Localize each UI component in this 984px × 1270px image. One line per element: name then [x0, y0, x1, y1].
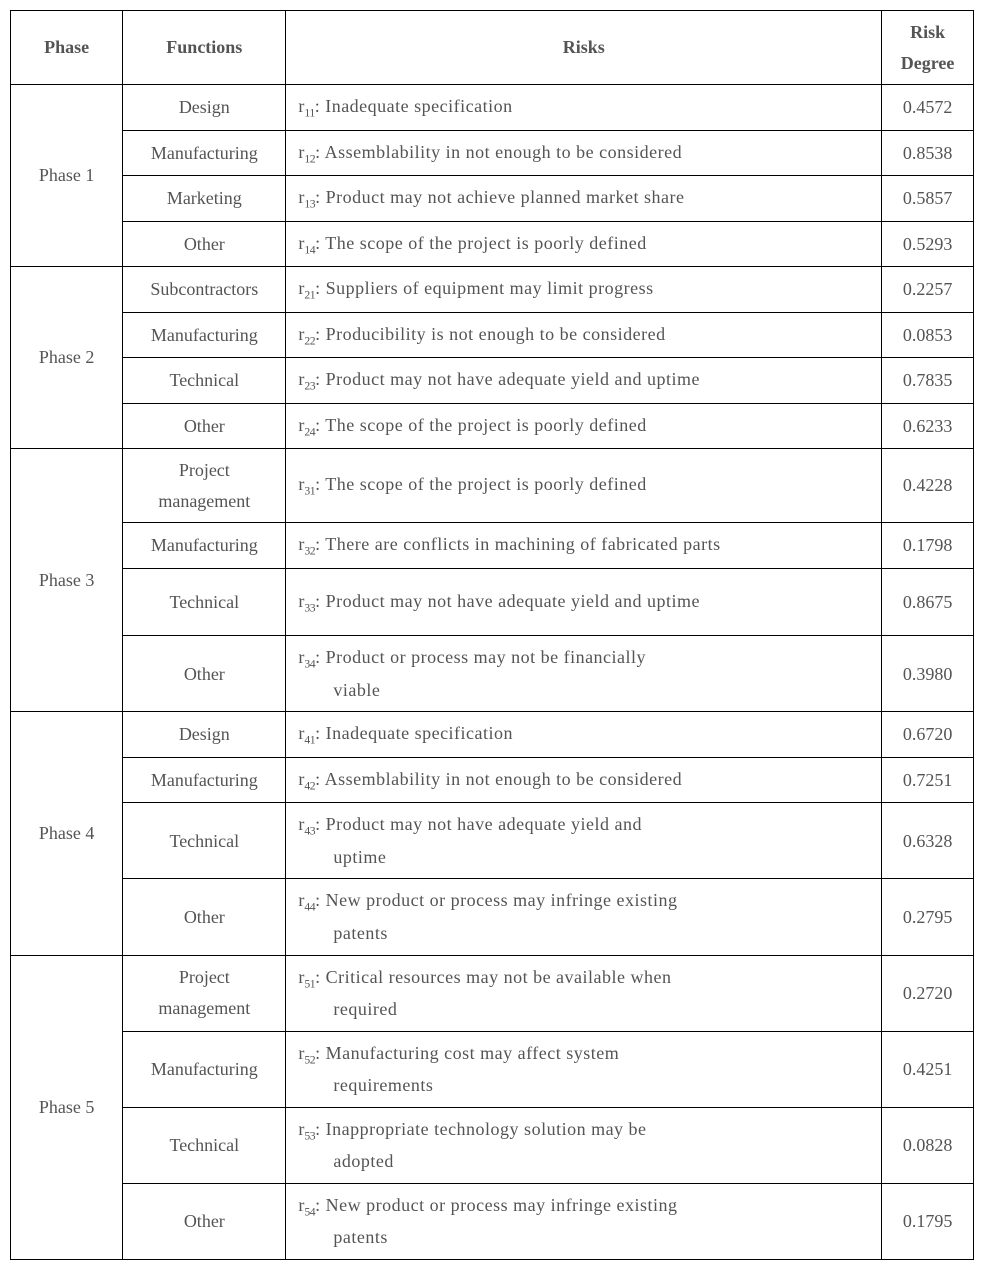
header-row: Phase Functions Risks Risk Degree [11, 11, 974, 85]
table-row: Other r24: The scope of the project is p… [11, 403, 974, 448]
table-row: Phase 5 Projectmanagement r51: Critical … [11, 955, 974, 1031]
degree-cell: 0.2720 [882, 955, 974, 1031]
risk-cell: r41: Inadequate specification [286, 712, 882, 757]
table-row: Technical r43: Product may not have adeq… [11, 803, 974, 879]
degree-cell: 0.5293 [882, 221, 974, 266]
degree-cell: 0.1795 [882, 1183, 974, 1259]
phase-label: Phase 1 [11, 85, 123, 267]
risk-cell: r31: The scope of the project is poorly … [286, 449, 882, 523]
risk-cell: r54: New product or process may infringe… [286, 1183, 882, 1259]
degree-cell: 0.8675 [882, 568, 974, 636]
function-cell: Manufacturing [123, 130, 286, 175]
table-row: Manufacturing r12: Assemblability in not… [11, 130, 974, 175]
table-row: Manufacturing r42: Assemblability in not… [11, 757, 974, 802]
degree-cell: 0.4572 [882, 85, 974, 130]
function-cell: Other [123, 1183, 286, 1259]
degree-cell: 0.4251 [882, 1031, 974, 1107]
risk-cell: r21: Suppliers of equipment may limit pr… [286, 267, 882, 312]
degree-cell: 0.7251 [882, 757, 974, 802]
degree-cell: 0.1798 [882, 523, 974, 568]
table-row: Other r14: The scope of the project is p… [11, 221, 974, 266]
header-phase: Phase [11, 11, 123, 85]
header-risks: Risks [286, 11, 882, 85]
function-cell: Technical [123, 568, 286, 636]
function-cell: Projectmanagement [123, 449, 286, 523]
degree-cell: 0.0853 [882, 312, 974, 357]
function-cell: Manufacturing [123, 1031, 286, 1107]
function-cell: Design [123, 712, 286, 757]
degree-cell: 0.4228 [882, 449, 974, 523]
degree-cell: 0.8538 [882, 130, 974, 175]
table-row: Marketing r13: Product may not achieve p… [11, 176, 974, 221]
function-cell: Marketing [123, 176, 286, 221]
function-cell: Manufacturing [123, 523, 286, 568]
function-cell: Technical [123, 803, 286, 879]
degree-cell: 0.3980 [882, 636, 974, 712]
function-cell: Manufacturing [123, 757, 286, 802]
degree-cell: 0.6233 [882, 403, 974, 448]
header-risk-degree: Risk Degree [882, 11, 974, 85]
degree-cell: 0.6328 [882, 803, 974, 879]
table-row: Phase 1 Design r11: Inadequate specifica… [11, 85, 974, 130]
risk-cell: r53: Inappropriate technology solution m… [286, 1107, 882, 1183]
table-row: Other r34: Product or process may not be… [11, 636, 974, 712]
table-row: Other r44: New product or process may in… [11, 879, 974, 955]
risk-cell: r52: Manufacturing cost may affect syste… [286, 1031, 882, 1107]
risk-table: Phase Functions Risks Risk Degree Phase … [10, 10, 974, 1260]
risk-cell: r34: Product or process may not be finan… [286, 636, 882, 712]
risk-cell: r24: The scope of the project is poorly … [286, 403, 882, 448]
risk-cell: r33: Product may not have adequate yield… [286, 568, 882, 636]
function-cell: Other [123, 879, 286, 955]
degree-cell: 0.2795 [882, 879, 974, 955]
function-cell: Other [123, 221, 286, 266]
degree-cell: 0.2257 [882, 267, 974, 312]
phase-label: Phase 4 [11, 712, 123, 955]
table-row: Phase 3 Projectmanagement r31: The scope… [11, 449, 974, 523]
table-row: Manufacturing r52: Manufacturing cost ma… [11, 1031, 974, 1107]
table-row: Phase 2 Subcontractors r21: Suppliers of… [11, 267, 974, 312]
risk-cell: r44: New product or process may infringe… [286, 879, 882, 955]
table-row: Other r54: New product or process may in… [11, 1183, 974, 1259]
table-row: Manufacturing r22: Producibility is not … [11, 312, 974, 357]
function-cell: Other [123, 636, 286, 712]
table-row: Technical r53: Inappropriate technology … [11, 1107, 974, 1183]
risk-cell: r13: Product may not achieve planned mar… [286, 176, 882, 221]
risk-cell: r43: Product may not have adequate yield… [286, 803, 882, 879]
risk-cell: r42: Assemblability in not enough to be … [286, 757, 882, 802]
function-cell: Technical [123, 1107, 286, 1183]
header-functions: Functions [123, 11, 286, 85]
function-cell: Manufacturing [123, 312, 286, 357]
degree-cell: 0.5857 [882, 176, 974, 221]
risk-cell: r14: The scope of the project is poorly … [286, 221, 882, 266]
phase-label: Phase 5 [11, 955, 123, 1259]
risk-cell: r51: Critical resources may not be avail… [286, 955, 882, 1031]
phase-label: Phase 3 [11, 449, 123, 712]
table-row: Manufacturing r32: There are conflicts i… [11, 523, 974, 568]
function-cell: Subcontractors [123, 267, 286, 312]
risk-cell: r23: Product may not have adequate yield… [286, 358, 882, 403]
risk-cell: r32: There are conflicts in machining of… [286, 523, 882, 568]
phase-label: Phase 2 [11, 267, 123, 449]
table-row: Technical r23: Product may not have adeq… [11, 358, 974, 403]
risk-cell: r12: Assemblability in not enough to be … [286, 130, 882, 175]
degree-cell: 0.7835 [882, 358, 974, 403]
function-cell: Other [123, 403, 286, 448]
function-cell: Projectmanagement [123, 955, 286, 1031]
degree-cell: 0.0828 [882, 1107, 974, 1183]
function-cell: Design [123, 85, 286, 130]
risk-cell: r11: Inadequate specification [286, 85, 882, 130]
degree-cell: 0.6720 [882, 712, 974, 757]
function-cell: Technical [123, 358, 286, 403]
risk-cell: r22: Producibility is not enough to be c… [286, 312, 882, 357]
table-row: Phase 4 Design r41: Inadequate specifica… [11, 712, 974, 757]
table-row: Technical r33: Product may not have adeq… [11, 568, 974, 636]
